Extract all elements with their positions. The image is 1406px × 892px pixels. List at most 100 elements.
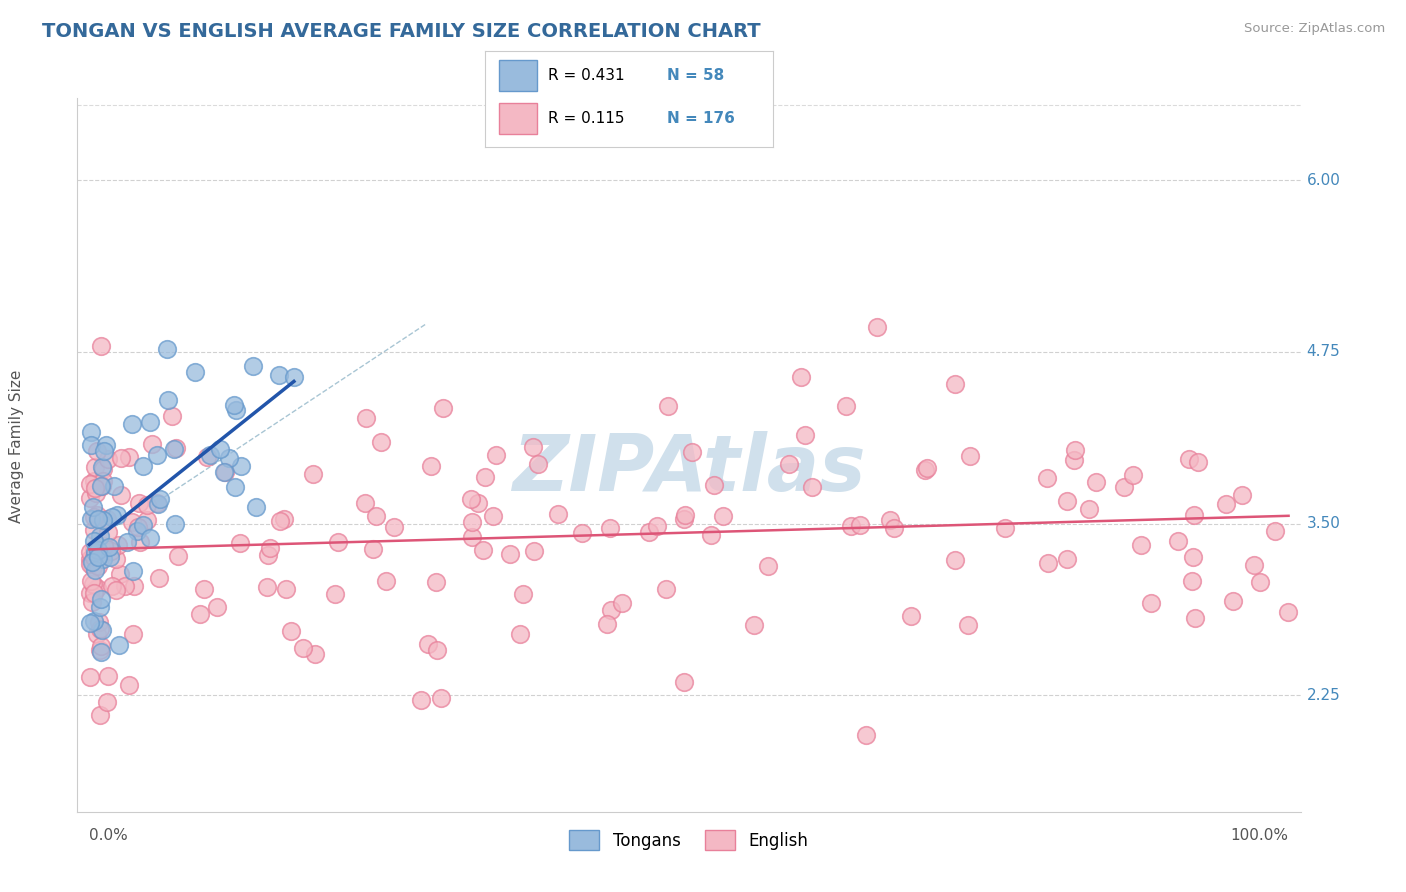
Point: [835, 399, 858, 413]
Text: 100.0%: 100.0%: [1230, 828, 1288, 843]
Point: [429, 691, 451, 706]
Point: [127, 524, 149, 538]
Point: [711, 509, 734, 524]
Point: [523, 544, 546, 558]
Point: [167, 549, 190, 563]
Point: [1129, 538, 1152, 552]
Point: [205, 599, 228, 614]
Point: [1184, 610, 1206, 624]
Point: [1112, 480, 1135, 494]
Point: [1140, 596, 1163, 610]
Point: [165, 441, 187, 455]
Point: [499, 547, 522, 561]
Point: [118, 678, 141, 692]
Point: [673, 511, 696, 525]
Point: [1182, 549, 1205, 564]
Point: [474, 469, 496, 483]
Point: [105, 583, 128, 598]
Text: Source: ZipAtlas.com: Source: ZipAtlas.com: [1244, 22, 1385, 36]
Point: [107, 638, 129, 652]
Point: [96, 512, 118, 526]
Point: [645, 519, 668, 533]
Point: [146, 497, 169, 511]
Point: [156, 342, 179, 356]
Point: [89, 622, 111, 636]
Point: [276, 582, 298, 596]
Point: [855, 728, 877, 742]
Point: [83, 550, 105, 565]
Point: [135, 513, 157, 527]
Point: [97, 669, 120, 683]
Text: R = 0.431: R = 0.431: [548, 69, 626, 83]
Point: [242, 359, 264, 374]
Point: [86, 549, 108, 564]
Point: [79, 545, 101, 559]
Point: [657, 399, 679, 413]
Point: [416, 637, 439, 651]
Point: [361, 541, 384, 556]
Point: [141, 437, 163, 451]
Point: [957, 617, 980, 632]
Point: [304, 647, 326, 661]
Point: [93, 539, 115, 553]
Point: [79, 557, 101, 571]
Point: [91, 552, 114, 566]
Point: [1077, 501, 1099, 516]
Point: [425, 574, 447, 589]
Point: [84, 563, 107, 577]
Point: [374, 574, 396, 588]
Point: [218, 450, 240, 465]
Point: [84, 545, 107, 559]
Point: [82, 560, 104, 574]
Point: [1181, 574, 1204, 588]
Point: [195, 450, 218, 464]
Point: [89, 708, 111, 723]
Point: [229, 458, 252, 473]
Point: [596, 616, 619, 631]
Point: [485, 448, 508, 462]
Point: [638, 525, 661, 540]
Point: [222, 398, 245, 412]
Point: [84, 485, 107, 500]
Point: [104, 552, 127, 566]
Point: [1084, 475, 1107, 489]
Point: [800, 480, 823, 494]
Point: [526, 458, 548, 472]
Point: [132, 518, 155, 533]
Point: [90, 339, 112, 353]
Point: [86, 444, 108, 458]
Point: [80, 574, 103, 589]
Point: [673, 508, 696, 522]
Point: [89, 643, 111, 657]
Point: [1222, 594, 1244, 608]
Point: [509, 627, 531, 641]
Point: [1249, 575, 1271, 590]
Point: [353, 496, 375, 510]
Point: [79, 512, 101, 526]
Point: [672, 674, 695, 689]
Point: [90, 639, 112, 653]
Point: [267, 368, 290, 383]
Point: [83, 510, 105, 524]
Point: [91, 474, 114, 488]
Point: [121, 417, 143, 431]
Point: [188, 607, 211, 621]
Point: [225, 403, 247, 417]
Point: [839, 518, 862, 533]
Point: [138, 531, 160, 545]
Point: [700, 528, 723, 542]
Point: [110, 488, 132, 502]
Point: [1215, 497, 1237, 511]
Point: [571, 525, 593, 540]
Point: [364, 508, 387, 523]
Point: [83, 614, 105, 628]
Point: [883, 521, 905, 535]
Point: [86, 627, 108, 641]
Point: [139, 415, 162, 429]
Point: [326, 534, 349, 549]
Point: [229, 536, 252, 550]
Point: [93, 443, 115, 458]
Point: [87, 543, 110, 558]
Point: [79, 477, 101, 491]
Point: [522, 440, 544, 454]
